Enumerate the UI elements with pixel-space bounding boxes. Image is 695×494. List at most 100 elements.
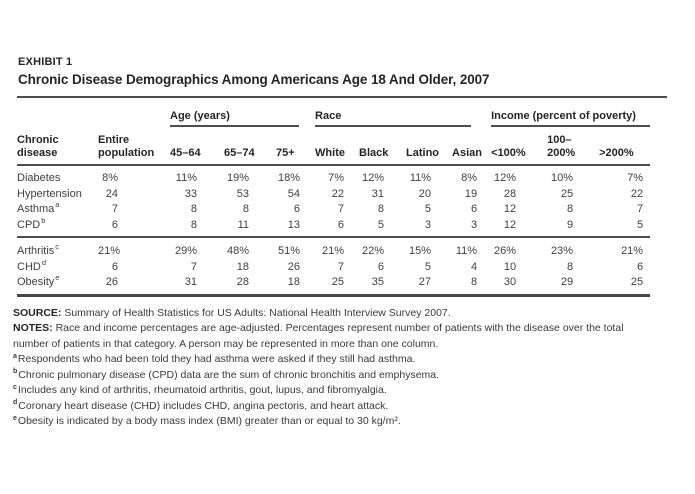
table-body-group-2: Arthritisc 21% 29% 48% 51% 21% 22% 15% 11% 26% 23%… — [17, 236, 651, 297]
group-header-age-label: Age (years) — [170, 110, 300, 127]
disease-cell: Arthritisc — [17, 236, 98, 260]
column-header-asian: Asian — [452, 127, 492, 166]
column-header-black: Black — [359, 127, 407, 166]
value-cell: 33 — [184, 187, 197, 200]
value-cell: 5 — [424, 203, 432, 215]
footnote-text: Respondents who had been told they had a… — [17, 353, 416, 365]
exhibit-label: EXHIBIT 1 — [18, 56, 73, 68]
column-header-100-200pct: 100– 200% — [547, 127, 600, 166]
group-spacer — [17, 110, 170, 127]
value-cell: 22 — [331, 187, 345, 200]
value-cell: 12% — [494, 172, 517, 184]
footnote-marker: c — [13, 383, 17, 391]
value-cell: 31 — [170, 275, 224, 297]
value-cell: 11% — [409, 172, 432, 184]
value-cell: 12% — [362, 172, 385, 184]
demographics-table: Age (years) Race Income (percent of pove… — [17, 110, 651, 297]
footnote-marker: a — [13, 352, 17, 360]
disease-name: Obesity — [17, 276, 55, 288]
value-cell: 22% — [359, 236, 407, 260]
disease-cell: Obesitye — [17, 274, 98, 297]
value-cell: 25 — [560, 187, 574, 200]
disease-cell: Asthmaa — [17, 200, 98, 218]
value-cell: 10% — [551, 172, 574, 184]
disease-name: Diabetes — [17, 172, 61, 184]
value-cell: 7 — [337, 260, 345, 273]
footnote: aRespondents who had been told they had … — [13, 352, 655, 368]
source-text: Summary of Health Statistics for US Adul… — [64, 306, 451, 319]
disease-name: CPD — [17, 218, 41, 231]
value-cell: 15% — [406, 236, 453, 260]
value-cell: 21% — [98, 236, 170, 260]
footnote: eObesity is indicated by a body mass ind… — [13, 414, 655, 430]
value-cell: 10 — [503, 260, 517, 273]
value-cell: 8 — [566, 203, 574, 215]
value-cell: 9 — [566, 218, 574, 231]
value-cell: 8 — [452, 275, 492, 297]
value-cell: 20 — [418, 187, 432, 200]
notes-section: SOURCE: Summary of Health Statistics for… — [13, 306, 655, 430]
footnote-text: Obesity is indicated by a body mass inde… — [17, 415, 401, 427]
value-cell: 8% — [102, 172, 118, 184]
value-cell: 13 — [287, 218, 301, 231]
value-cell: 26 — [287, 260, 301, 273]
footnote: dCoronary heart disease (CHD) includes C… — [13, 399, 655, 415]
value-cell: 7 — [190, 260, 197, 273]
table-row: Diabetes 8% 11% 19% 18% 7% 12% 11% 8% 12% 10% 7% — [17, 165, 650, 187]
value-cell: 18 — [236, 260, 249, 273]
value-cell: 6 — [377, 260, 385, 273]
value-cell: 11% — [175, 172, 197, 184]
value-cell: 5 — [424, 260, 432, 273]
value-cell: 21% — [315, 236, 360, 260]
footnote-marker: b — [41, 215, 46, 225]
disease-cell: CPDb — [17, 215, 98, 238]
value-cell: 28 — [224, 275, 276, 297]
value-cell: 18% — [278, 172, 301, 184]
general-note: NOTES: Race and income percentages are a… — [13, 321, 655, 352]
value-cell: 8 — [190, 218, 197, 231]
column-header-white: White — [315, 127, 360, 166]
column-header-chronic-disease: Chronic disease — [17, 127, 98, 166]
column-header-entire-population: Entire population — [98, 127, 170, 166]
value-cell: 19 — [464, 187, 478, 200]
footnote-text: Includes any kind of arthritis, rheumato… — [17, 384, 387, 396]
value-cell: 18 — [276, 275, 316, 297]
table-row: CPDb 6 8 11 13 6 5 3 3 12 9 5 — [17, 215, 650, 238]
footnote-marker: d — [13, 399, 18, 406]
value-cell: 6 — [337, 218, 345, 231]
notes-text: Race and income percentages are age-adju… — [13, 322, 624, 350]
value-cell: 48% — [224, 236, 276, 260]
table-body-group-1: Diabetes 8% 11% 19% 18% 7% 12% 11% 8% 12% 10% 7% Hyp… — [17, 165, 650, 237]
value-cell: 3 — [424, 218, 432, 231]
disease-cell: CHDd — [17, 257, 98, 276]
column-group-row: Age (years) Race Income (percent of pove… — [17, 110, 651, 127]
column-header-row: Chronic disease Entire population 45–64 … — [17, 127, 651, 166]
value-cell: 19% — [226, 172, 249, 184]
value-cell: 27 — [406, 275, 453, 297]
notes-label: NOTES: — [13, 322, 53, 334]
column-header-45-64: 45–64 — [170, 127, 224, 166]
value-cell: 25 — [315, 275, 360, 297]
footnote-text: Coronary heart disease (CHD) includes CH… — [18, 399, 389, 412]
value-cell: 12 — [503, 218, 517, 231]
footnote-marker: d — [41, 257, 47, 267]
value-cell: 8 — [566, 260, 574, 273]
column-header-over-200pct: >200% — [599, 127, 651, 166]
group-header-income-label: Income (percent of poverty) — [491, 110, 651, 127]
value-cell: 25 — [599, 275, 651, 297]
footnote-marker: a — [55, 200, 60, 210]
value-cell: 30 — [491, 275, 548, 297]
value-cell: 7% — [328, 172, 345, 184]
disease-name: Hypertension — [17, 187, 82, 200]
source-label: SOURCE: — [13, 306, 62, 319]
value-cell: 7% — [627, 172, 644, 184]
value-cell: 53 — [236, 187, 249, 200]
value-cell: 6 — [111, 260, 118, 273]
value-cell: 5 — [636, 218, 644, 231]
column-header-under-100pct: <100% — [491, 127, 548, 166]
table-row: Hypertension 24 33 53 54 22 31 20 19 28 25 22 — [17, 187, 650, 203]
value-cell: 4 — [470, 260, 478, 273]
table-row: Obesitye 26 31 28 18 25 35 27 8 30 29 25 — [17, 274, 651, 297]
value-cell: 6 — [470, 203, 478, 215]
disease-name: Asthma — [17, 203, 55, 215]
